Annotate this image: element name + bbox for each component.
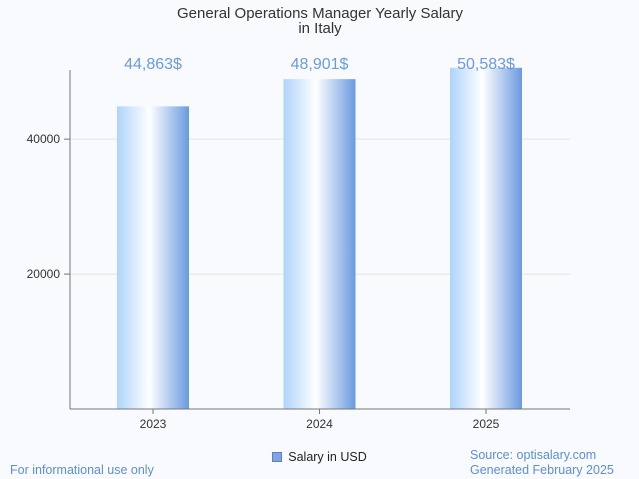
value-label-2023: 44,863$ [124,56,182,73]
source-text: Source: optisalary.com [470,448,597,462]
disclaimer-text: For informational use only [10,463,154,477]
labels-group: 44,863$ 2023 48,901$ 2024 50,583$ 2025 [124,56,515,431]
bars-group [117,67,522,410]
bar-2024 [283,79,356,409]
x-tick-label-2023: 2023 [140,417,167,431]
chart-title: General Operations Manager Yearly Salary [177,5,463,22]
legend-swatch [272,451,283,462]
value-label-2025: 50,583$ [457,56,515,73]
y-tick-label: 20000 [27,267,61,281]
legend-label: Salary in USD [288,450,367,464]
generated-text: Generated February 2025 [470,463,614,477]
chart-subtitle: in Italy [298,20,342,37]
x-tick-label-2024: 2024 [306,417,333,431]
bar-2025 [450,67,522,409]
bar-2023 [117,106,189,410]
x-tick-label-2025: 2025 [473,417,500,431]
y-tick-label: 40000 [27,132,61,146]
legend: Salary in USD [0,450,639,464]
value-label-2024: 48,901$ [291,56,349,73]
